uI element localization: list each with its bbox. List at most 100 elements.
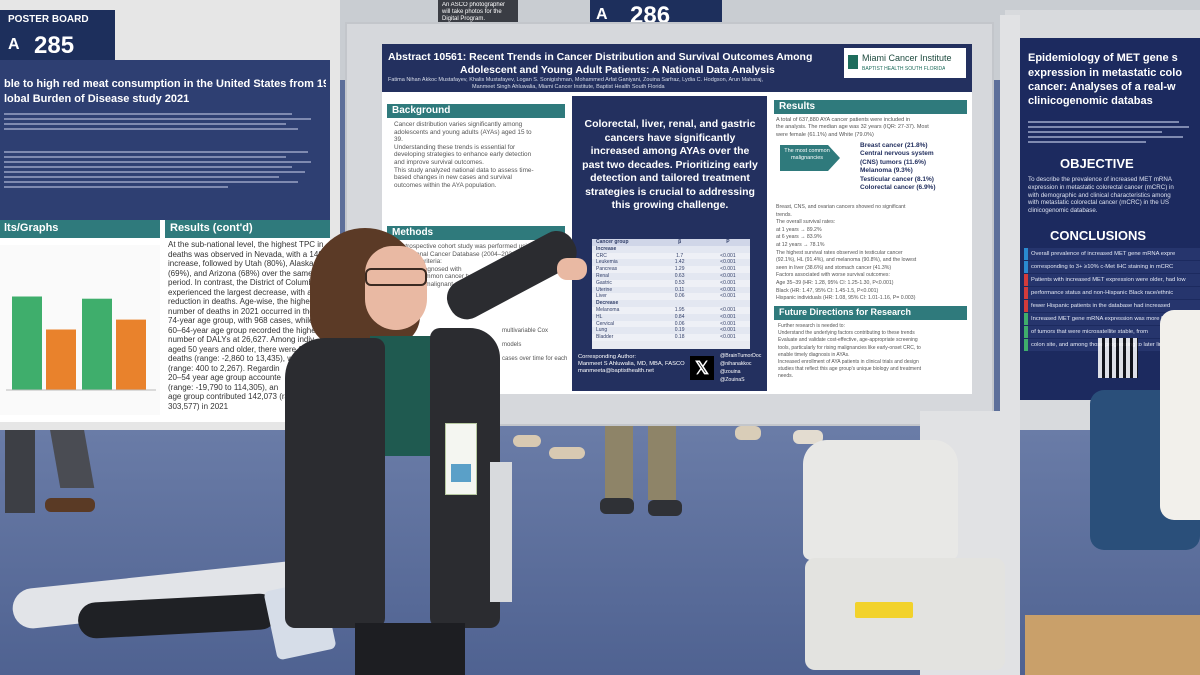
trend-table-cell: Cervical	[596, 320, 615, 327]
chair-back	[803, 440, 958, 560]
left-results-line: At the sub-national level, the highest T…	[168, 240, 324, 249]
methods-line: A retrospective cohort study was perform…	[394, 243, 534, 250]
trend-table-row: Cervical 0.06 <0.001	[592, 320, 750, 328]
trend-table-cell: 0.06	[674, 320, 685, 327]
conclusion-item: of tumors that were microsatellite stabl…	[1024, 326, 1200, 338]
trend-table-cell: Increase	[596, 245, 617, 252]
malignancy-item: Breast cancer (21.8%)	[860, 142, 928, 149]
methods-header	[387, 226, 565, 240]
trend-table-cell	[654, 300, 702, 307]
results-detail-line: (92.1%), HL (91.4%), and melanoma (90.8%…	[776, 257, 917, 264]
background-line: outcomes within the AYA population.	[394, 181, 497, 189]
right-poster-title: Epidemiology of MET gene s	[1028, 52, 1178, 64]
photo-note-text: An ASCO photographer will take photos fo…	[442, 2, 506, 22]
chart-bar	[116, 319, 146, 390]
trend-table-row: Melanoma 1.95 <0.001	[592, 306, 750, 314]
trend-table-cell: Renal	[596, 272, 610, 279]
conclusion-item: Patients with increased MET expression w…	[1024, 274, 1200, 286]
malignancy-list: Breast cancer (21.8%) Central nervous sys…	[860, 142, 966, 202]
results-detail-line: Breast, CNS, and ovarian cancers showed …	[776, 204, 906, 210]
left-results-line: period. In contrast, the District of Col…	[168, 278, 320, 287]
results-detail-line: Black (HR: 1.47, 95% CI: 1.45-1.5, P<0.0…	[776, 287, 879, 294]
background-header	[387, 104, 565, 118]
trend-table-cell: <0.001	[720, 293, 736, 300]
center-poster-board: Abstract 10561: Recent Trends in Cancer …	[345, 22, 994, 426]
methods-tail-line: cases over time for each cancer	[502, 356, 568, 362]
objective-line: expression in metastatic colorectal canc…	[1028, 183, 1174, 191]
trend-table-row: Decrease	[592, 300, 750, 307]
left-results-line: deaths was observed in Nevada, with a 14…	[168, 249, 328, 259]
trend-table-cell	[654, 246, 702, 253]
board-label-number: 285	[34, 32, 75, 59]
left-results-line: age group contributed 142,073 (ra	[168, 392, 289, 401]
folding-chair	[795, 440, 1015, 675]
conclusions-heading: CONCLUSIONS	[1050, 228, 1147, 243]
results-header-text: Results	[779, 101, 816, 112]
results-intro-line: A total of 637,880 AYA cancer patients w…	[776, 117, 911, 123]
future-header-text: Future Directions for Research	[779, 307, 912, 317]
attendee-legs-center	[600, 420, 690, 520]
trend-table-row: Lung 0.19 <0.001	[592, 327, 750, 335]
methods-line: 20 most common cancer types b	[394, 273, 487, 281]
background-line: This study analyzed national data to ass…	[394, 166, 534, 174]
left-results-text: At the sub-national level, the highest T…	[168, 240, 328, 420]
contact-label: Corresponding Author:	[578, 354, 637, 360]
left-poster-title-2: lobal Burden of Disease study 2021	[4, 93, 190, 105]
left-results-line: 60–64-year age group recorded the highe	[168, 325, 316, 335]
results-detail-line: at 12 years → 78.1%	[776, 241, 825, 248]
objective-heading: OBJECTIVE	[1060, 156, 1134, 171]
left-graphs-header	[0, 220, 160, 238]
results-detail-line: Age 35–39 (HR: 1.28, 95% CI: 1.25-1.30, …	[776, 279, 894, 286]
left-poster-title: ble to high red meat consumption in the …	[4, 78, 326, 90]
malignancy-item: Testicular cancer (8.1%)	[860, 175, 934, 183]
conclusion-text: fewer Hispanic patients in the database …	[1031, 303, 1171, 309]
presenter-lanyard-badge	[445, 423, 477, 495]
right-poster-author-lines	[1028, 118, 1196, 146]
left-results-line: number of DALYs at 26,627. Among indiv	[168, 335, 315, 344]
right-title-line: cancer: Analyses of a real-w	[1028, 81, 1176, 93]
trend-table-cell: Liver	[596, 293, 607, 300]
background-line: Understanding these trends is essential …	[394, 143, 516, 151]
methods-line: Confirmed malignant neop	[394, 280, 469, 288]
highlight-statement: Colorectal, liver, renal, and gastric ca…	[582, 118, 758, 211]
contact-name: Manmeet S Ahluwalia, MD, MBA, FASCO	[578, 361, 685, 367]
chart-bar	[46, 329, 76, 390]
trend-table-cell: 0.18	[674, 334, 685, 341]
cardboard-box	[1025, 615, 1200, 675]
conclusion-marker	[1024, 326, 1028, 338]
x-handles: @BrainTumorDoc @nihanakkoc @zouina @ZouinaS	[720, 352, 768, 390]
conclusion-marker	[1024, 287, 1028, 299]
methods-tail-line: models	[502, 342, 522, 348]
conclusion-text: of tumors that were microsatellite stabl…	[1031, 329, 1148, 335]
qr-code	[1098, 338, 1138, 378]
conclusion-marker	[1024, 274, 1028, 286]
methods-tail-line: multivariable Cox	[502, 328, 549, 334]
conclusion-item: corresponding to 3+ ≥10% c-Met IHC stain…	[1024, 261, 1200, 273]
background-line: based changes in new cases and survival	[394, 174, 512, 182]
trend-table-row: Bladder 0.18 <0.001	[592, 334, 750, 341]
left-poster: ble to high red meat consumption in the …	[0, 60, 330, 422]
future-line: studies that reflect this age group's un…	[778, 366, 921, 373]
x-handle: @nihanakkoc	[720, 361, 752, 367]
trend-table-row: CRC 1.7 <0.001	[592, 252, 750, 260]
institute-logo-name: Miami Cancer Institute	[862, 53, 952, 63]
results-detail-line: Factors associated with worse survival o…	[776, 272, 890, 279]
conclusions-list: Overall prevalence of increased MET gene…	[1024, 248, 1200, 358]
left-graphs-header-text: lts/Graphs	[4, 222, 59, 234]
future-line: Increased enrollment of AYA patients in …	[778, 359, 919, 366]
conclusion-marker	[1024, 300, 1028, 312]
malignancy-arrow-label: The most common malignancies	[784, 148, 830, 161]
right-title-line: clinicogenomic databas	[1028, 95, 1153, 107]
board-number-label: POSTER BOARD A 285	[0, 10, 115, 68]
methods-tail-text: multivariable Cox models cases over time f…	[502, 324, 568, 384]
conclusion-text: Overall prevalence of increased MET gene…	[1031, 251, 1176, 257]
trend-table-cell: Gastric	[596, 279, 612, 286]
malignancy-item: (CNS) tumors (11.6%)	[860, 158, 927, 166]
objective-line: with metastatic colorectal cancer (mCRC)…	[1028, 199, 1169, 207]
trend-table-cell	[702, 300, 750, 307]
attendee-feet-right	[735, 420, 830, 450]
poster-authors-1: Fatima Nihan Akkoc Mustafayev, Khalis Mu…	[388, 77, 763, 83]
background-line: 39.	[394, 136, 403, 144]
presenter	[275, 224, 605, 675]
